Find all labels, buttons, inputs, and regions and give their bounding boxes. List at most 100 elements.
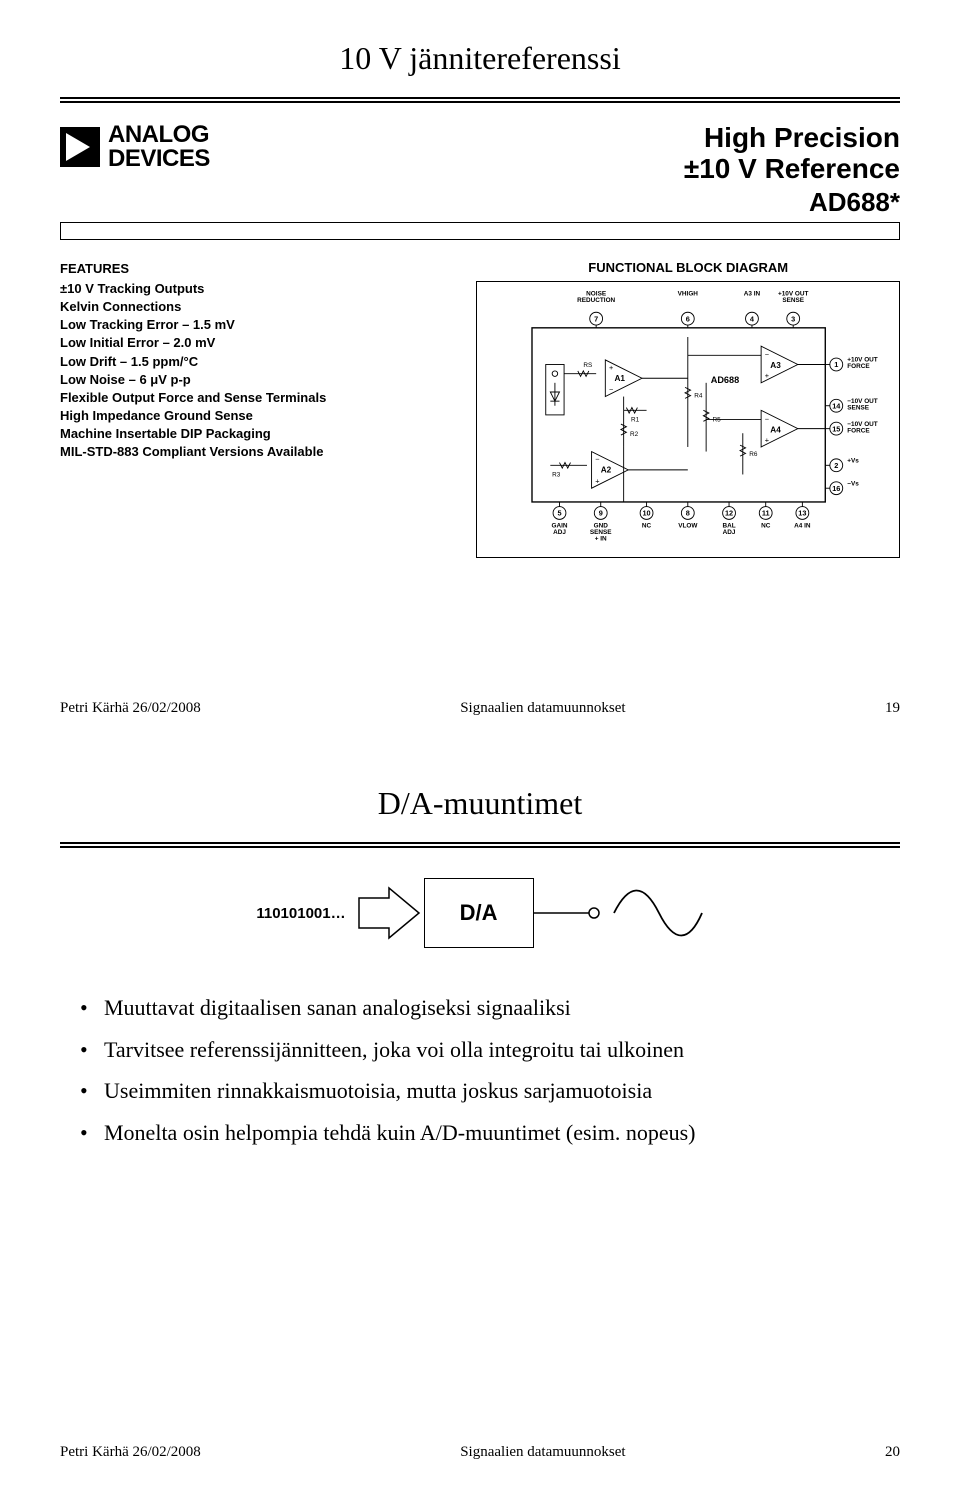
svg-text:5: 5	[558, 508, 562, 517]
slide1-title: 10 V jännitereferenssi	[60, 40, 900, 77]
feature-item: Machine Insertable DIP Packaging	[60, 425, 446, 443]
diagram-column: FUNCTIONAL BLOCK DIAGRAM 7 NOISEREDUCTION…	[476, 260, 900, 563]
feature-item: Flexible Output Force and Sense Terminal…	[60, 389, 446, 407]
svg-text:9: 9	[599, 508, 603, 517]
svg-text:NC: NC	[642, 522, 652, 529]
svg-text:−: −	[609, 385, 613, 394]
svg-text:NC: NC	[761, 522, 771, 529]
datasheet-title-block: High Precision ±10 V Reference AD688*	[684, 123, 900, 218]
r4-label: R4	[695, 392, 704, 399]
svg-text:12: 12	[725, 508, 733, 517]
svg-text:−Vs: −Vs	[848, 480, 860, 487]
svg-text:GNDSENSE+ IN: GNDSENSE+ IN	[590, 522, 612, 542]
rs-label: RS	[584, 362, 593, 369]
ds-title-line2: ±10 V Reference	[684, 154, 900, 185]
slide1-footer: Petri Kärhä 26/02/2008 Signaalien datamu…	[60, 700, 900, 717]
chip-outline	[532, 327, 825, 501]
svg-text:+: +	[596, 476, 600, 485]
slide2-bullets: Muuttavat digitaalisen sanan analogiseks…	[80, 988, 900, 1152]
bullet-item: Useimmiten rinnakkaismuotoisia, mutta jo…	[80, 1071, 900, 1111]
svg-text:+: +	[765, 435, 769, 444]
svg-text:NOISEREDUCTION: NOISEREDUCTION	[577, 290, 615, 303]
svg-text:16: 16	[833, 484, 841, 493]
svg-text:6: 6	[686, 314, 690, 323]
svg-text:+: +	[765, 371, 769, 380]
svg-text:A3 IN: A3 IN	[744, 290, 761, 297]
analog-devices-logo: ANALOG DEVICES	[60, 123, 210, 171]
svg-text:15: 15	[833, 424, 841, 433]
svg-text:BALADJ: BALADJ	[723, 522, 736, 535]
svg-text:14: 14	[833, 401, 842, 410]
da-box: D/A	[424, 878, 534, 948]
feature-item: Low Tracking Error – 1.5 mV	[60, 316, 446, 334]
logo-triangle-icon	[60, 127, 100, 167]
svg-text:7: 7	[595, 314, 599, 323]
svg-text:VLOW: VLOW	[679, 522, 699, 529]
a3-label: A3	[771, 361, 782, 370]
slide-2: D/A-muuntimet 110101001… D/A Muuttavat d…	[0, 745, 960, 1489]
bullet-item: Monelta osin helpompia tehdä kuin A/D-mu…	[80, 1113, 900, 1153]
a2-label: A2	[601, 465, 612, 474]
r1-label: R1	[631, 416, 640, 423]
logo-text-bottom: DEVICES	[108, 147, 210, 171]
svg-text:−: −	[765, 350, 769, 359]
svg-text:A4 IN: A4 IN	[795, 522, 812, 529]
chip-label: AD688	[711, 374, 740, 384]
svg-text:2: 2	[835, 461, 839, 470]
datasheet-divider-box	[60, 222, 900, 240]
svg-text:−: −	[765, 414, 769, 423]
feature-item: Low Initial Error – 2.0 mV	[60, 334, 446, 352]
ds-title-line1: High Precision	[684, 123, 900, 154]
svg-text:−: −	[596, 454, 600, 463]
slide2-footer: Petri Kärhä 26/02/2008 Signaalien datamu…	[60, 1444, 900, 1461]
diagram-heading: FUNCTIONAL BLOCK DIAGRAM	[476, 260, 900, 275]
bullet-item: Muuttavat digitaalisen sanan analogiseks…	[80, 988, 900, 1028]
footer-left: Petri Kärhä 26/02/2008	[60, 700, 201, 717]
footer-left-2: Petri Kärhä 26/02/2008	[60, 1444, 201, 1461]
feature-item: Low Drift – 1.5 ppm/°C	[60, 353, 446, 371]
svg-text:+Vs: +Vs	[848, 457, 860, 464]
footer-center-2: Signaalien datamuunnokset	[460, 1444, 625, 1461]
datasheet-body: FEATURES ±10 V Tracking OutputsKelvin Co…	[60, 260, 900, 563]
svg-text:−10V OUTFORCE: −10V OUTFORCE	[848, 420, 879, 433]
footer-center: Signaalien datamuunnokset	[460, 700, 625, 717]
r3-label: R3	[553, 471, 562, 478]
svg-text:13: 13	[799, 508, 807, 517]
slide-1: 10 V jännitereferenssi ANALOG DEVICES Hi…	[0, 0, 960, 745]
da-wrap: 110101001… D/A	[256, 878, 703, 948]
feature-item: Kelvin Connections	[60, 298, 446, 316]
datasheet-header: ANALOG DEVICES High Precision ±10 V Refe…	[60, 123, 900, 218]
datasheet-excerpt: ANALOG DEVICES High Precision ±10 V Refe…	[60, 123, 900, 563]
a1-label: A1	[615, 374, 626, 383]
features-list: ±10 V Tracking OutputsKelvin Connections…	[60, 280, 446, 462]
footer-right: 19	[885, 700, 900, 717]
r6-label: R6	[750, 451, 759, 458]
a4-label: A4	[771, 425, 782, 434]
svg-text:VHIGH: VHIGH	[678, 290, 699, 297]
slide2-title: D/A-muuntimet	[60, 785, 900, 822]
input-arrow-icon	[354, 878, 424, 948]
footer-right-2: 20	[885, 1444, 900, 1461]
svg-text:−10V OUTSENSE: −10V OUTSENSE	[848, 398, 879, 411]
bullet-item: Tarvitsee referenssijännitteen, joka voi…	[80, 1030, 900, 1070]
svg-text:+10V OUTSENSE: +10V OUTSENSE	[778, 290, 809, 303]
svg-text:1: 1	[835, 360, 839, 369]
title-rule	[60, 97, 900, 103]
ds-part-number: AD688*	[684, 187, 900, 218]
output-signal-icon	[534, 878, 704, 948]
svg-text:11: 11	[762, 508, 770, 517]
svg-text:10: 10	[643, 508, 651, 517]
logo-text-top: ANALOG	[108, 123, 210, 147]
title-rule-2	[60, 842, 900, 848]
svg-text:8: 8	[686, 508, 690, 517]
functional-block-diagram: 7NOISEREDUCTION6VHIGH4A3 IN3+10V OUTSENS…	[476, 281, 900, 558]
svg-text:+10V OUTFORCE: +10V OUTFORCE	[848, 356, 879, 369]
svg-text:+: +	[609, 363, 613, 372]
feature-item: High Impedance Ground Sense	[60, 407, 446, 425]
bits-label: 110101001…	[256, 905, 345, 922]
features-heading: FEATURES	[60, 260, 446, 278]
feature-item: ±10 V Tracking Outputs	[60, 280, 446, 298]
feature-item: Low Noise – 6 μV p-p	[60, 371, 446, 389]
features-column: FEATURES ±10 V Tracking OutputsKelvin Co…	[60, 260, 446, 563]
svg-text:GAINADJ: GAINADJ	[552, 522, 568, 535]
